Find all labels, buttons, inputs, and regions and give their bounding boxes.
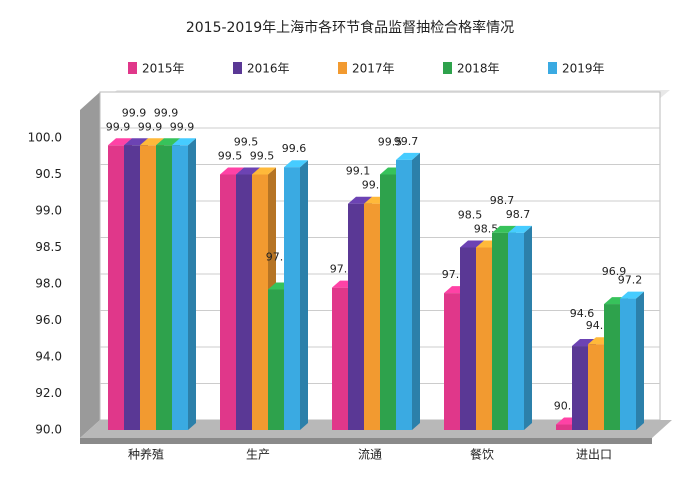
- x-tick-label: 餐饮: [470, 447, 494, 462]
- bar: [476, 247, 492, 430]
- legend-swatch: [128, 62, 137, 74]
- legend-swatch: [443, 62, 452, 74]
- bar: [156, 145, 172, 431]
- legend-label: 2016年: [247, 62, 290, 76]
- bar: [108, 145, 124, 431]
- bar: [252, 174, 268, 430]
- bar: [620, 298, 636, 430]
- bar-side: [412, 152, 420, 430]
- legend-label: 2017年: [352, 62, 395, 76]
- value-label: 99.9: [122, 106, 147, 119]
- chart-title: 2015-2019年上海市各环节食品监督抽检合格率情况: [186, 19, 514, 36]
- value-label: 99.5: [378, 136, 403, 149]
- bar: [460, 247, 476, 430]
- bar: [332, 287, 348, 430]
- y-tick-label: 100.0: [28, 131, 62, 145]
- bar: [364, 203, 380, 430]
- bar-top: [508, 225, 532, 233]
- y-tick-label: 96.0: [35, 313, 62, 327]
- value-label: 99.9: [154, 106, 179, 119]
- value-label: 98.5: [458, 209, 483, 222]
- value-label: 99.1: [346, 165, 371, 178]
- bar: [572, 346, 588, 430]
- value-label: 99.9: [106, 120, 131, 133]
- bar: [556, 424, 572, 430]
- bar: [492, 232, 508, 430]
- value-label: 96.9: [602, 265, 627, 278]
- legend-swatch: [338, 62, 347, 74]
- bar: [588, 344, 604, 430]
- value-label: 98.7: [506, 208, 531, 221]
- bar-side: [300, 160, 308, 430]
- y-tick-label: 98.5: [35, 240, 62, 254]
- bar: [508, 232, 524, 430]
- value-label: 94.6: [570, 307, 595, 320]
- legend-label: 2015年: [142, 62, 185, 76]
- bar: [284, 167, 300, 430]
- value-label: 99.9: [170, 120, 195, 133]
- value-label: 99.7: [394, 135, 419, 148]
- left-wall: [80, 92, 100, 438]
- bar: [236, 174, 252, 430]
- x-tick-label: 流通: [358, 448, 382, 462]
- bar: [604, 304, 620, 430]
- bar: [140, 145, 156, 431]
- bar: [396, 159, 412, 430]
- legend-label: 2019年: [562, 62, 605, 76]
- bar-top: [252, 167, 276, 175]
- bar: [380, 174, 396, 430]
- value-label: 99.5: [234, 136, 259, 149]
- bar-side: [524, 225, 532, 430]
- bar-top: [396, 152, 420, 160]
- legend-swatch: [548, 62, 557, 74]
- legend-swatch: [233, 62, 242, 74]
- bar: [444, 293, 460, 430]
- bar-side: [188, 138, 196, 431]
- legend-label: 2018年: [457, 62, 500, 76]
- bar-top: [284, 160, 308, 168]
- value-label: 97.2: [618, 274, 643, 287]
- y-tick-label: 92.0: [35, 386, 62, 400]
- bar-top: [172, 138, 196, 146]
- value-label: 98.5: [474, 223, 499, 236]
- x-tick-label: 种养殖: [128, 447, 164, 462]
- floor-edge: [80, 438, 652, 444]
- y-tick-label: 90.0: [35, 423, 62, 437]
- bar: [220, 174, 236, 430]
- value-label: 99.5: [218, 150, 243, 163]
- y-tick-label: 99.0: [35, 204, 62, 218]
- value-label: 98.7: [490, 194, 515, 207]
- bar: [348, 203, 364, 430]
- bar: [124, 145, 140, 431]
- bar-top: [620, 291, 644, 299]
- bar-side: [636, 291, 644, 430]
- y-tick-label: 94.0: [35, 350, 62, 364]
- x-tick-label: 进出口: [576, 448, 612, 462]
- value-label: 99.6: [282, 142, 307, 155]
- value-label: 99.5: [250, 150, 275, 163]
- y-tick-label: 98.0: [35, 277, 62, 291]
- bar: [268, 289, 284, 430]
- x-tick-label: 生产: [246, 448, 270, 462]
- y-tick-label: 90.5: [35, 167, 62, 181]
- bar: [172, 145, 188, 431]
- value-label: 99.9: [138, 120, 163, 133]
